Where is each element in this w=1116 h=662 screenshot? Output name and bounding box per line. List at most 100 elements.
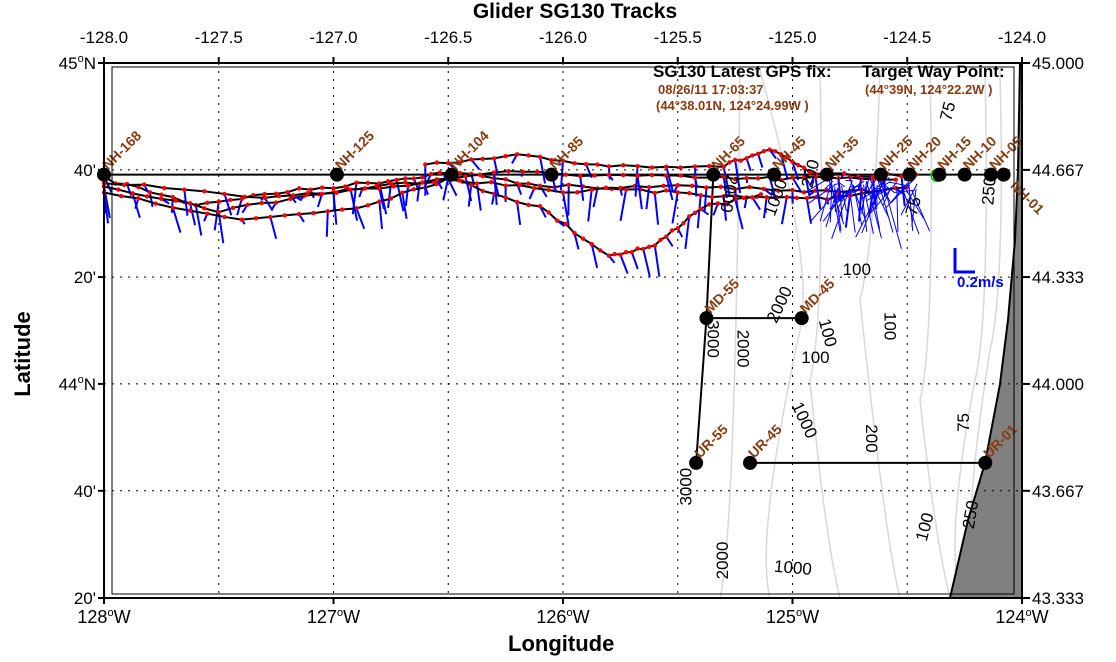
current-vector (696, 195, 702, 229)
dive-point (761, 186, 767, 192)
current-vector (493, 172, 498, 206)
dive-point (661, 183, 666, 189)
depth-contour (919, 69, 951, 599)
current-vector (636, 175, 643, 210)
dive-point (741, 195, 746, 201)
station-label: NH-85 (546, 133, 586, 173)
dive-point (778, 152, 784, 157)
current-vector (722, 196, 727, 221)
left-tick-label: 40' (74, 161, 96, 180)
dive-point (675, 190, 680, 195)
current-vector (653, 192, 660, 225)
current-vector (642, 248, 651, 278)
current-vector (734, 159, 742, 194)
current-vector (653, 245, 661, 277)
dive-point (276, 193, 282, 199)
dive-point (147, 190, 153, 195)
contour-label: 2000 (713, 542, 732, 580)
dive-point (205, 200, 210, 205)
dive-point (187, 201, 193, 206)
dive-point (784, 155, 789, 160)
station-label: NH-65 (708, 133, 748, 173)
dive-point (635, 246, 640, 251)
current-vector (619, 254, 629, 275)
dive-point (784, 194, 789, 200)
current-vector (780, 154, 789, 179)
dive-point (698, 193, 703, 198)
contour-label: 75 (936, 100, 959, 123)
dive-point (377, 186, 382, 191)
dive-point (580, 236, 586, 241)
dive-point (187, 208, 193, 213)
dive-point (621, 163, 626, 168)
unit: W (802, 607, 819, 627)
dive-point (778, 177, 784, 183)
station-label: NH-125 (332, 127, 378, 173)
current-vector (745, 157, 752, 172)
dive-point (428, 171, 434, 177)
dive-point (773, 149, 778, 154)
dive-point (377, 181, 382, 186)
current-vector (194, 205, 203, 236)
dive-point (635, 163, 640, 169)
dive-point (308, 187, 313, 192)
current-vector (832, 187, 863, 202)
dive-point (116, 187, 121, 192)
contour-label-group: 3000 (704, 320, 723, 358)
dive-point (503, 195, 508, 200)
bottom-tick-label: 127oW (307, 607, 360, 627)
dive-point (170, 205, 176, 210)
dive-point (572, 230, 577, 236)
dive-point (761, 149, 767, 154)
dive-point (305, 190, 310, 196)
dive-point (446, 160, 451, 166)
dive-point (905, 185, 910, 190)
current-vector (645, 187, 651, 210)
dive-point (388, 196, 394, 201)
left-tick-label: 20' (74, 268, 96, 287)
dive-point (182, 187, 187, 192)
current-vector (442, 177, 450, 201)
depth-contour (954, 69, 987, 599)
current-vector (325, 211, 329, 237)
x-axis-label: Longitude (508, 631, 615, 656)
contour-label: 3000 (704, 320, 723, 358)
dive-point (205, 211, 210, 216)
dive-point (592, 173, 597, 178)
dive-point (589, 187, 594, 192)
top-tick-label: -124.5 (883, 28, 931, 47)
dive-point (578, 173, 583, 179)
dive-point (595, 162, 600, 167)
degree-sign: o (78, 53, 84, 65)
dive-point (758, 192, 764, 197)
dive-point (400, 190, 405, 195)
dive-point (664, 173, 669, 178)
dive-point (732, 196, 738, 202)
current-vector (684, 216, 691, 249)
dive-point (537, 204, 543, 209)
current-vector (822, 190, 846, 222)
dive-point (664, 164, 669, 169)
dive-point (692, 175, 698, 180)
dive-point (437, 170, 442, 175)
inner-border (111, 66, 1015, 595)
contour-label: 250 (978, 176, 999, 206)
dive-point (474, 181, 480, 186)
contour-label-group: 3000 (677, 468, 696, 506)
glider-track (103, 178, 874, 214)
contour-label: 100 (880, 312, 899, 340)
dive-point (718, 184, 723, 190)
dive-point (689, 183, 695, 188)
dive-point (288, 196, 293, 202)
dive-point (572, 161, 577, 166)
current-vector (464, 176, 473, 202)
dive-point (434, 160, 439, 165)
current-vector (896, 186, 899, 232)
dive-point (242, 194, 247, 199)
top-tick-label: -126.0 (539, 28, 587, 47)
current-vector (829, 186, 857, 210)
station-label: NH-104 (447, 127, 493, 173)
left-tick-label: 44oN (59, 374, 96, 394)
current-vector (780, 196, 788, 225)
current-vector (889, 181, 907, 187)
